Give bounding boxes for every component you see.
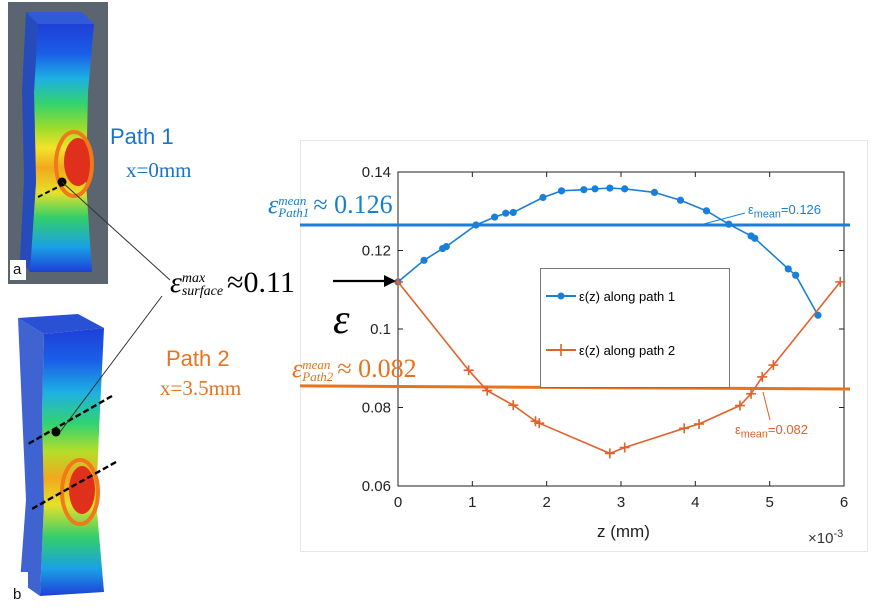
specimen-image-a xyxy=(8,2,108,284)
data-point-path1 xyxy=(725,220,733,228)
x-tick-label: 2 xyxy=(542,494,550,511)
max-surface-sup: max xyxy=(181,271,206,287)
y-tick-label: 0.1 xyxy=(370,321,391,338)
mean-path2-value: ≈ 0.082 xyxy=(337,354,417,383)
data-point-path2 xyxy=(534,418,545,429)
mean-line2-label: εmean=0.082 xyxy=(735,422,808,441)
panel-letter-b: b xyxy=(13,586,22,603)
data-point-path1 xyxy=(580,186,588,194)
mean-line1-value: =0.126 xyxy=(780,202,822,217)
legend-path2-swatch xyxy=(546,344,576,356)
x-tick-label: 0 xyxy=(394,494,402,511)
data-point-path1 xyxy=(676,196,685,204)
x-tick-label: 5 xyxy=(765,494,773,511)
data-point-path2 xyxy=(768,360,779,371)
mean-line1-sub: mean xyxy=(753,208,781,221)
mean-line1-prefix: ε xyxy=(748,202,754,217)
max-surface-value: ≈0.11 xyxy=(227,266,295,299)
data-point-path2 xyxy=(393,276,403,287)
data-point-path1 xyxy=(814,311,822,319)
data-point-path2 xyxy=(679,423,690,434)
data-point-path2 xyxy=(619,442,630,453)
x-tick-label: 1 xyxy=(468,494,476,511)
y-tick-label: 0.06 xyxy=(362,478,391,495)
data-point-path1 xyxy=(539,193,547,202)
legend-path1-label: ε(z) along path 1 xyxy=(579,289,676,304)
max-surface-annotation: ε max surface ≈0.11 xyxy=(170,266,295,300)
mean-path2-sub: Path2 xyxy=(302,369,334,385)
path1-title: Path 1 xyxy=(110,124,174,149)
path2-position: x=3.5mm xyxy=(160,376,242,400)
data-point-path1 xyxy=(784,265,792,273)
epsilon-axis-symbol: ε xyxy=(333,297,350,343)
path2-title: Path 2 xyxy=(166,346,230,371)
mean2-label-leader xyxy=(762,391,771,421)
data-point-path2 xyxy=(835,276,846,287)
x-tick-label: 4 xyxy=(691,494,699,511)
specimen-image-b xyxy=(8,310,120,612)
x-multiplier-exp: -3 xyxy=(833,528,844,540)
y-tick-label: 0.14 xyxy=(362,164,391,181)
path1-position: x=0mm xyxy=(126,158,192,182)
mean-path2-annotation: ε mean Path2 ≈ 0.082 xyxy=(292,354,417,384)
data-point-path1 xyxy=(606,184,614,192)
data-point-path1 xyxy=(557,187,566,195)
data-point-path2 xyxy=(508,400,519,411)
y-tick-label: 0.12 xyxy=(362,243,391,260)
data-point-path2 xyxy=(734,400,745,411)
x-axis-label: z (mm) xyxy=(597,522,650,541)
mean-path1-annotation: ε mean Path1 ≈ 0.126 xyxy=(268,190,393,220)
data-point-path1 xyxy=(751,234,759,242)
data-point-path1 xyxy=(442,242,450,251)
mean-line2-prefix: ε xyxy=(735,422,741,437)
x-multiplier: ×10-3 xyxy=(808,528,843,547)
data-point-path1 xyxy=(502,209,510,217)
data-point-path2 xyxy=(604,448,615,459)
legend-path1-swatch xyxy=(546,292,576,300)
data-point-path1 xyxy=(621,185,629,193)
mean-line1-label: εmean=0.126 xyxy=(748,202,821,221)
mean-path1-symbol: ε xyxy=(268,190,279,219)
data-point-path1 xyxy=(491,213,499,221)
mean-path1-sub: Path1 xyxy=(278,205,310,221)
mean-path1-value: ≈ 0.126 xyxy=(313,190,393,219)
data-point-path1 xyxy=(702,207,711,215)
mean-line2-value: =0.082 xyxy=(767,422,809,437)
data-point-path2 xyxy=(694,418,705,429)
max-arrow-head xyxy=(384,275,396,287)
data-point-path2 xyxy=(757,371,768,382)
legend: ε(z) along path 1 ε(z) along path 2 xyxy=(540,268,730,388)
max-surface-sub: surface xyxy=(181,284,224,300)
x-tick-label: 3 xyxy=(617,494,625,511)
data-point-path1 xyxy=(591,185,599,193)
data-point-path1 xyxy=(420,256,428,264)
data-point-path2 xyxy=(482,385,493,396)
max-surface-symbol: ε xyxy=(170,266,182,299)
legend-path2-label: ε(z) along path 2 xyxy=(579,343,676,358)
data-point-path2 xyxy=(746,388,757,399)
y-tick-label: 0.08 xyxy=(362,400,391,417)
data-point-path1 xyxy=(650,188,659,197)
x-multiplier-base: ×10 xyxy=(808,530,834,547)
data-point-path1 xyxy=(792,271,800,279)
x-tick-label: 6 xyxy=(840,494,848,511)
data-point-path2 xyxy=(463,365,474,376)
mean-line2-sub: mean xyxy=(740,428,768,441)
mean1-label-leader xyxy=(699,212,746,226)
mean-path1-sup: mean xyxy=(278,193,307,209)
panel-letter-a: a xyxy=(13,261,22,278)
mean-path2-sup: mean xyxy=(302,357,331,373)
data-point-path1 xyxy=(472,221,480,229)
data-point-path1 xyxy=(509,208,517,217)
mean-path2-symbol: ε xyxy=(292,354,303,383)
